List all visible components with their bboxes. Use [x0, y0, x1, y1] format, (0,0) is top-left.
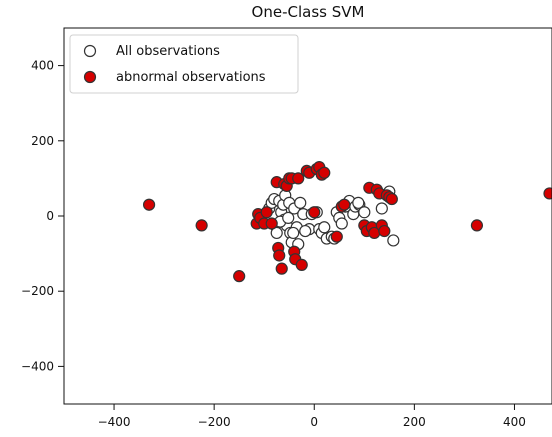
abnormal-point-39	[378, 224, 391, 238]
abnormal-point-44	[543, 187, 552, 200]
legend-marker-0	[83, 44, 97, 58]
abnormal-point-43	[470, 219, 484, 232]
normal-point-40	[282, 211, 295, 224]
normal-point-35	[375, 202, 388, 215]
abnormal-point-26	[318, 166, 331, 179]
normal-point-37	[387, 234, 400, 247]
abnormal-point-11	[273, 249, 286, 262]
legend-box	[69, 34, 299, 94]
y-tick-label-2: 0	[46, 209, 54, 223]
series-1	[142, 161, 552, 283]
normal-point-38	[287, 226, 300, 240]
x-tick-label-0: −400	[98, 415, 131, 429]
y-tick-label-0: −400	[21, 359, 54, 373]
abnormal-point-27	[308, 206, 321, 219]
y-tick-label-3: 200	[31, 134, 54, 148]
abnormal-point-42	[385, 192, 398, 206]
abnormal-point-20	[295, 258, 308, 271]
normal-point-34	[358, 206, 371, 219]
normal-point-42	[318, 221, 331, 234]
abnormal-point-2	[233, 270, 246, 283]
x-tick-label-3: 200	[403, 415, 426, 429]
normal-point-41	[299, 224, 312, 238]
abnormal-point-0	[142, 198, 156, 211]
legend-marker-1	[83, 70, 97, 84]
abnormal-point-12	[275, 262, 288, 275]
plot-area	[64, 28, 552, 404]
x-tick-label-4: 400	[503, 415, 526, 429]
abnormal-point-19	[292, 172, 305, 185]
normal-point-4	[270, 226, 283, 240]
normal-point-28	[335, 217, 348, 230]
y-tick-label-1: −200	[21, 284, 54, 298]
legend-label-0: All observations	[116, 44, 220, 59]
normal-point-44	[352, 196, 365, 209]
y-tick-label-4: 400	[31, 59, 54, 73]
x-tick-label-1: −200	[198, 415, 231, 429]
abnormal-point-7	[260, 206, 273, 219]
abnormal-point-1	[195, 219, 208, 232]
chart-title: One-Class SVM	[252, 3, 365, 21]
x-tick-label-2: 0	[310, 415, 318, 429]
legend: All observations abnormal observations	[69, 34, 299, 94]
normal-point-17	[294, 196, 307, 209]
abnormal-point-8	[265, 217, 278, 230]
legend-label-1: abnormal observations	[116, 70, 266, 85]
abnormal-point-30	[338, 198, 351, 211]
abnormal-point-28	[330, 230, 343, 243]
axes-layer: One-Class SVM −400 −200 0 200 400 −400 −200 0 200…	[21, 3, 552, 429]
